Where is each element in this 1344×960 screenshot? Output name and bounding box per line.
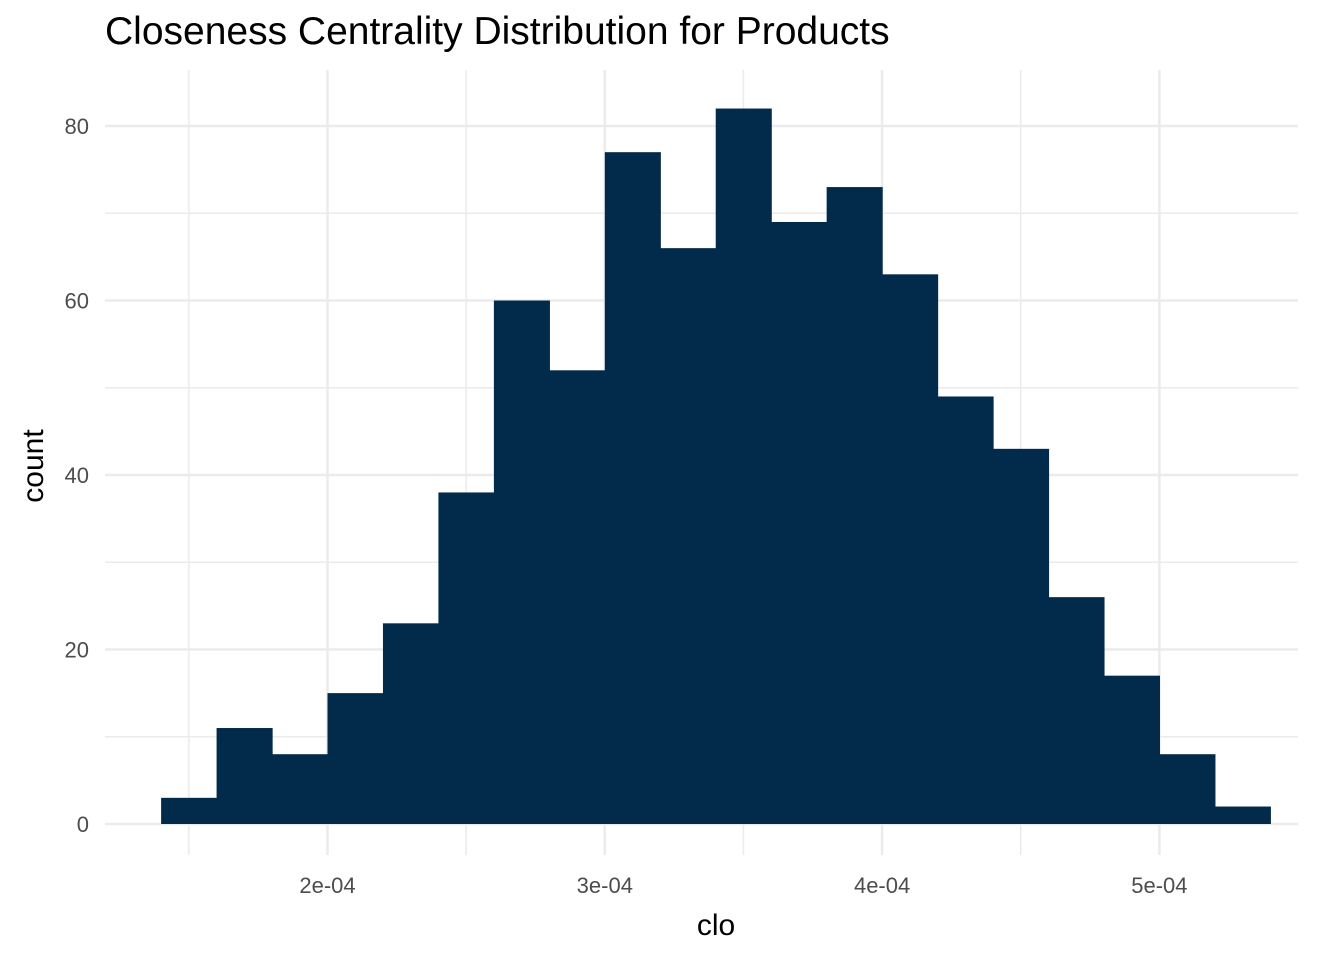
histogram-bar-10 — [715, 108, 772, 825]
histogram-bar-13 — [882, 274, 939, 824]
histogram-bar-1 — [216, 728, 273, 824]
x-tick-label: 5e-04 — [1131, 873, 1187, 898]
x-tick-label: 4e-04 — [854, 873, 910, 898]
x-tick-label: 2e-04 — [299, 873, 355, 898]
histogram-bar-14 — [937, 396, 994, 824]
y-tick-label: 0 — [77, 812, 89, 837]
x-axis-title: clo — [697, 909, 735, 942]
chart-title: Closeness Centrality Distribution for Pr… — [105, 10, 890, 53]
histogram-bar-18 — [1159, 754, 1216, 824]
histogram-bar-0 — [161, 797, 218, 824]
histogram-bar-11 — [771, 221, 828, 825]
histogram-bar-5 — [438, 492, 495, 824]
histogram-bar-9 — [660, 248, 717, 824]
histogram-bar-16 — [1048, 597, 1105, 824]
y-axis-ticks: 0 20 40 60 80 — [65, 114, 89, 837]
histogram-bars — [161, 108, 1271, 825]
y-tick-label: 60 — [65, 289, 89, 314]
histogram-bar-12 — [826, 187, 883, 824]
histogram-bar-17 — [1103, 675, 1160, 824]
histogram-bar-2 — [272, 754, 329, 824]
x-tick-label: 3e-04 — [577, 873, 633, 898]
histogram-bar-15 — [993, 448, 1050, 824]
histogram-bar-4 — [382, 623, 440, 824]
histogram-bar-6 — [493, 300, 550, 824]
y-axis-title: count — [17, 429, 50, 503]
histogram-bar-8 — [604, 152, 661, 825]
histogram-bar-7 — [549, 370, 606, 824]
histogram-bar-19 — [1214, 806, 1271, 824]
y-tick-label: 20 — [65, 638, 89, 663]
histogram-bar-3 — [327, 693, 384, 824]
y-tick-label: 40 — [65, 463, 89, 488]
x-axis-ticks: 2e-04 3e-04 4e-04 5e-04 — [299, 873, 1187, 898]
y-tick-label: 80 — [65, 114, 89, 139]
